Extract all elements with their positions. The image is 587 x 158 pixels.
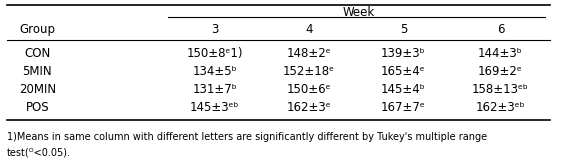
Text: 131±7ᵇ: 131±7ᵇ [193, 83, 237, 96]
Text: Group: Group [19, 23, 55, 36]
Text: 150±6ᵉ: 150±6ᵉ [287, 83, 332, 96]
Text: 3: 3 [211, 23, 218, 36]
Text: 152±18ᵉ: 152±18ᵉ [283, 65, 335, 78]
Text: 134±5ᵇ: 134±5ᵇ [193, 65, 237, 78]
Text: test(ᴼ<0.05).: test(ᴼ<0.05). [7, 148, 71, 158]
Text: 145±3ᵉᵇ: 145±3ᵉᵇ [190, 101, 239, 114]
Text: 162±3ᵉ: 162±3ᵉ [287, 101, 332, 114]
Text: 165±4ᵉ: 165±4ᵉ [381, 65, 426, 78]
Text: 5: 5 [400, 23, 407, 36]
Text: 162±3ᵉᵇ: 162±3ᵉᵇ [475, 101, 525, 114]
Text: CON: CON [24, 47, 50, 60]
Text: 6: 6 [497, 23, 504, 36]
Text: 169±2ᵉ: 169±2ᵉ [478, 65, 523, 78]
Text: 145±4ᵇ: 145±4ᵇ [381, 83, 426, 96]
Text: 4: 4 [305, 23, 313, 36]
Text: 158±13ᵉᵇ: 158±13ᵉᵇ [472, 83, 529, 96]
Text: POS: POS [26, 101, 49, 114]
Text: 20MIN: 20MIN [19, 83, 56, 96]
Text: Week: Week [343, 6, 375, 19]
Text: 144±3ᵇ: 144±3ᵇ [478, 47, 523, 60]
Text: 148±2ᵉ: 148±2ᵉ [287, 47, 332, 60]
Text: 139±3ᵇ: 139±3ᵇ [381, 47, 426, 60]
Text: 167±7ᵉ: 167±7ᵉ [381, 101, 426, 114]
Text: 5MIN: 5MIN [23, 65, 52, 78]
Text: 1)Means in same column with different letters are significantly different by Tuk: 1)Means in same column with different le… [7, 132, 487, 142]
Text: 150±8ᵉ1): 150±8ᵉ1) [187, 47, 243, 60]
